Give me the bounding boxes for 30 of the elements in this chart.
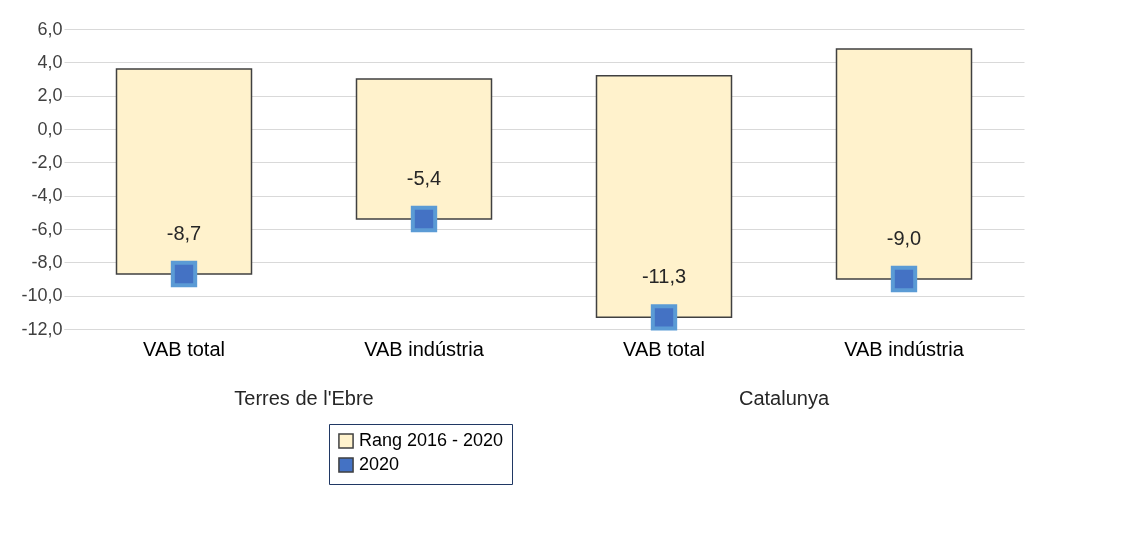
x-tick-label: VAB indústria xyxy=(844,337,965,360)
x-tick-label: VAB total xyxy=(143,337,225,360)
y-tick-label: -8,0 xyxy=(31,251,63,272)
data-label: -5,4 xyxy=(406,167,442,189)
text: Catalunya xyxy=(738,387,830,409)
text: Terres de l'Ebre xyxy=(234,387,374,409)
data-label: -9,0 xyxy=(886,227,922,249)
bar xyxy=(115,68,253,275)
data-label: -8,7 xyxy=(166,222,202,244)
y-tick-label: 4,0 xyxy=(37,51,63,72)
y-tick-label: -2,0 xyxy=(31,151,63,172)
bar xyxy=(835,48,973,280)
legend-label: 2020 xyxy=(359,454,400,474)
y-tick-label: -6,0 xyxy=(31,218,63,239)
legend-label: Rang 2016 - 2020 xyxy=(359,430,504,450)
data-label: -11,3 xyxy=(641,265,687,288)
point xyxy=(170,260,198,288)
point xyxy=(410,205,438,233)
x-tick-label: VAB total xyxy=(623,337,705,360)
y-tick-label: 2,0 xyxy=(37,85,63,106)
y-tick-label: 0,0 xyxy=(37,118,63,139)
y-tick-label: -12,0 xyxy=(21,318,63,339)
bar xyxy=(595,74,733,319)
y-tick-label: -4,0 xyxy=(31,185,63,206)
bar xyxy=(355,78,493,220)
point xyxy=(890,265,918,293)
y-tick-label: 6,0 xyxy=(37,18,63,39)
y-tick-label: -10,0 xyxy=(21,285,63,306)
x-tick-label: VAB indústria xyxy=(364,337,485,360)
point xyxy=(650,304,678,331)
